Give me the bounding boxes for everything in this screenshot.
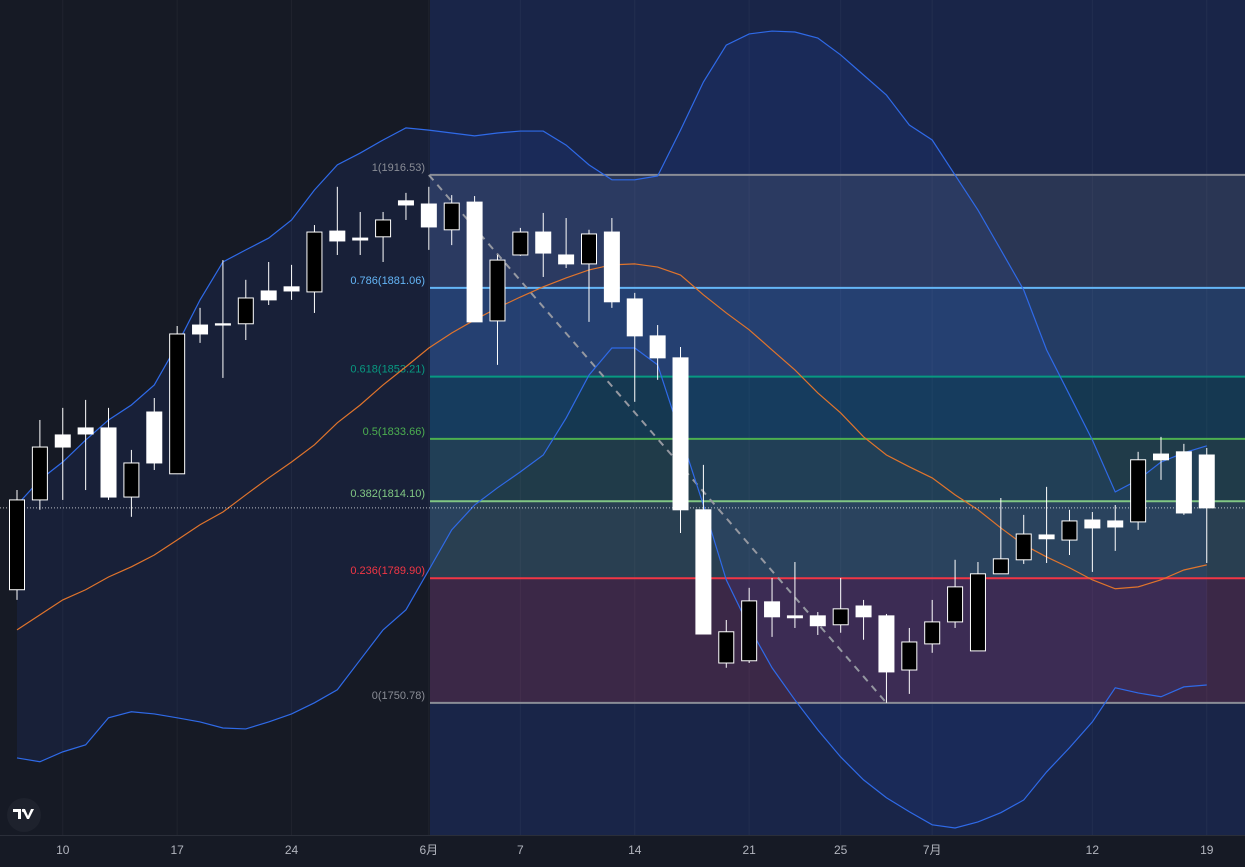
x-tick-label: 19: [1200, 843, 1214, 857]
candle-body: [969, 573, 986, 652]
fib-zone: [430, 174, 1245, 288]
indicator-line: [16, 30, 1207, 506]
candle-body: [489, 259, 506, 322]
candle-body: [100, 427, 117, 498]
candle-body: [992, 558, 1009, 575]
x-tick-label: 6月: [419, 843, 438, 857]
candle-body: [924, 621, 941, 645]
candle-body: [1061, 520, 1078, 541]
logo-mark: [13, 809, 34, 819]
candle-body: [329, 230, 346, 242]
candle-body: [169, 333, 186, 475]
grid: [62, 0, 1208, 835]
candle-body: [1130, 459, 1147, 523]
candle-body: [466, 201, 483, 323]
candle-body: [1175, 451, 1192, 514]
candle-body: [283, 286, 300, 292]
x-tick-label: 17: [170, 843, 184, 857]
candle-body: [9, 499, 25, 591]
candle-body: [695, 509, 712, 635]
candle-body: [649, 335, 666, 359]
fib-zone: [430, 501, 1245, 579]
fib-label: 0(1750.78): [372, 690, 425, 702]
x-tick-label: 21: [742, 843, 756, 857]
x-tick-label: 7月: [923, 843, 942, 857]
candle-body: [786, 615, 803, 619]
candles: [9, 186, 1215, 703]
candle-body: [809, 615, 826, 627]
fib-zone: [430, 376, 1245, 439]
candle-body: [214, 323, 231, 326]
candle-body: [1153, 453, 1169, 461]
candle-body: [672, 357, 689, 511]
indicator-line: [16, 347, 1207, 829]
fib-label: 0.236(1789.90): [350, 565, 425, 577]
fib-label: 0.618(1853.21): [350, 364, 425, 376]
candle-body: [1038, 534, 1055, 540]
candle-body: [1084, 519, 1101, 529]
candle-body: [192, 324, 209, 335]
fib-label: 0.5(1833.66): [363, 426, 425, 438]
candle-body: [146, 411, 163, 464]
logo: [7, 798, 41, 832]
candle-body: [237, 297, 254, 325]
candle-body: [1107, 520, 1124, 528]
candle-body: [558, 254, 575, 265]
candle-body: [901, 641, 918, 671]
fib-retracement: 1(1916.53) 0.786(1881.06) 0.618(1853.21) 0.…: [350, 162, 1245, 704]
candle-body: [397, 200, 414, 206]
fib-label: 0.786(1881.06): [350, 275, 425, 287]
logo-dot: [21, 808, 26, 813]
candle-body: [947, 586, 964, 623]
candle-body: [741, 600, 758, 662]
candle-body: [603, 231, 620, 303]
candle-body: [878, 615, 895, 673]
candle-body: [54, 434, 71, 448]
candle-body: [718, 631, 735, 664]
candle-body: [832, 608, 849, 626]
candle-body: [764, 601, 781, 618]
candle-body: [535, 231, 552, 254]
fib-zone: [430, 578, 1245, 703]
x-axis-area: [0, 835, 1245, 867]
x-tick-label: 12: [1086, 843, 1100, 857]
candle-body: [1198, 454, 1215, 509]
fib-zone: [430, 287, 1245, 377]
fib-label: 1(1916.53): [372, 162, 425, 174]
candle-body: [77, 427, 94, 435]
logo-circle: [7, 798, 41, 832]
x-tick-label: 7: [517, 843, 524, 857]
x-tick-label: 14: [628, 843, 642, 857]
fib-label: 0.382(1814.10): [350, 488, 425, 500]
x-tick-label: 24: [285, 843, 299, 857]
x-tick-label: 25: [834, 843, 848, 857]
candle-body: [260, 290, 277, 301]
candle-body: [626, 298, 643, 337]
candle-body: [420, 203, 437, 228]
candle-body: [31, 446, 48, 501]
candle-body: [855, 605, 872, 618]
fib-zone: [430, 438, 1245, 502]
candle-body: [581, 233, 597, 265]
candle-body: [352, 237, 369, 241]
x-tick-label: 10: [56, 843, 70, 857]
candle-body: [306, 231, 323, 293]
candle-body: [443, 202, 460, 231]
x-axis: 10 17 24 6月 7 14 21 25 7月 12 19: [56, 843, 1214, 857]
candle-body: [375, 219, 392, 238]
candle-body: [512, 231, 529, 256]
candle-body: [123, 462, 140, 498]
candle-body: [1015, 533, 1032, 561]
